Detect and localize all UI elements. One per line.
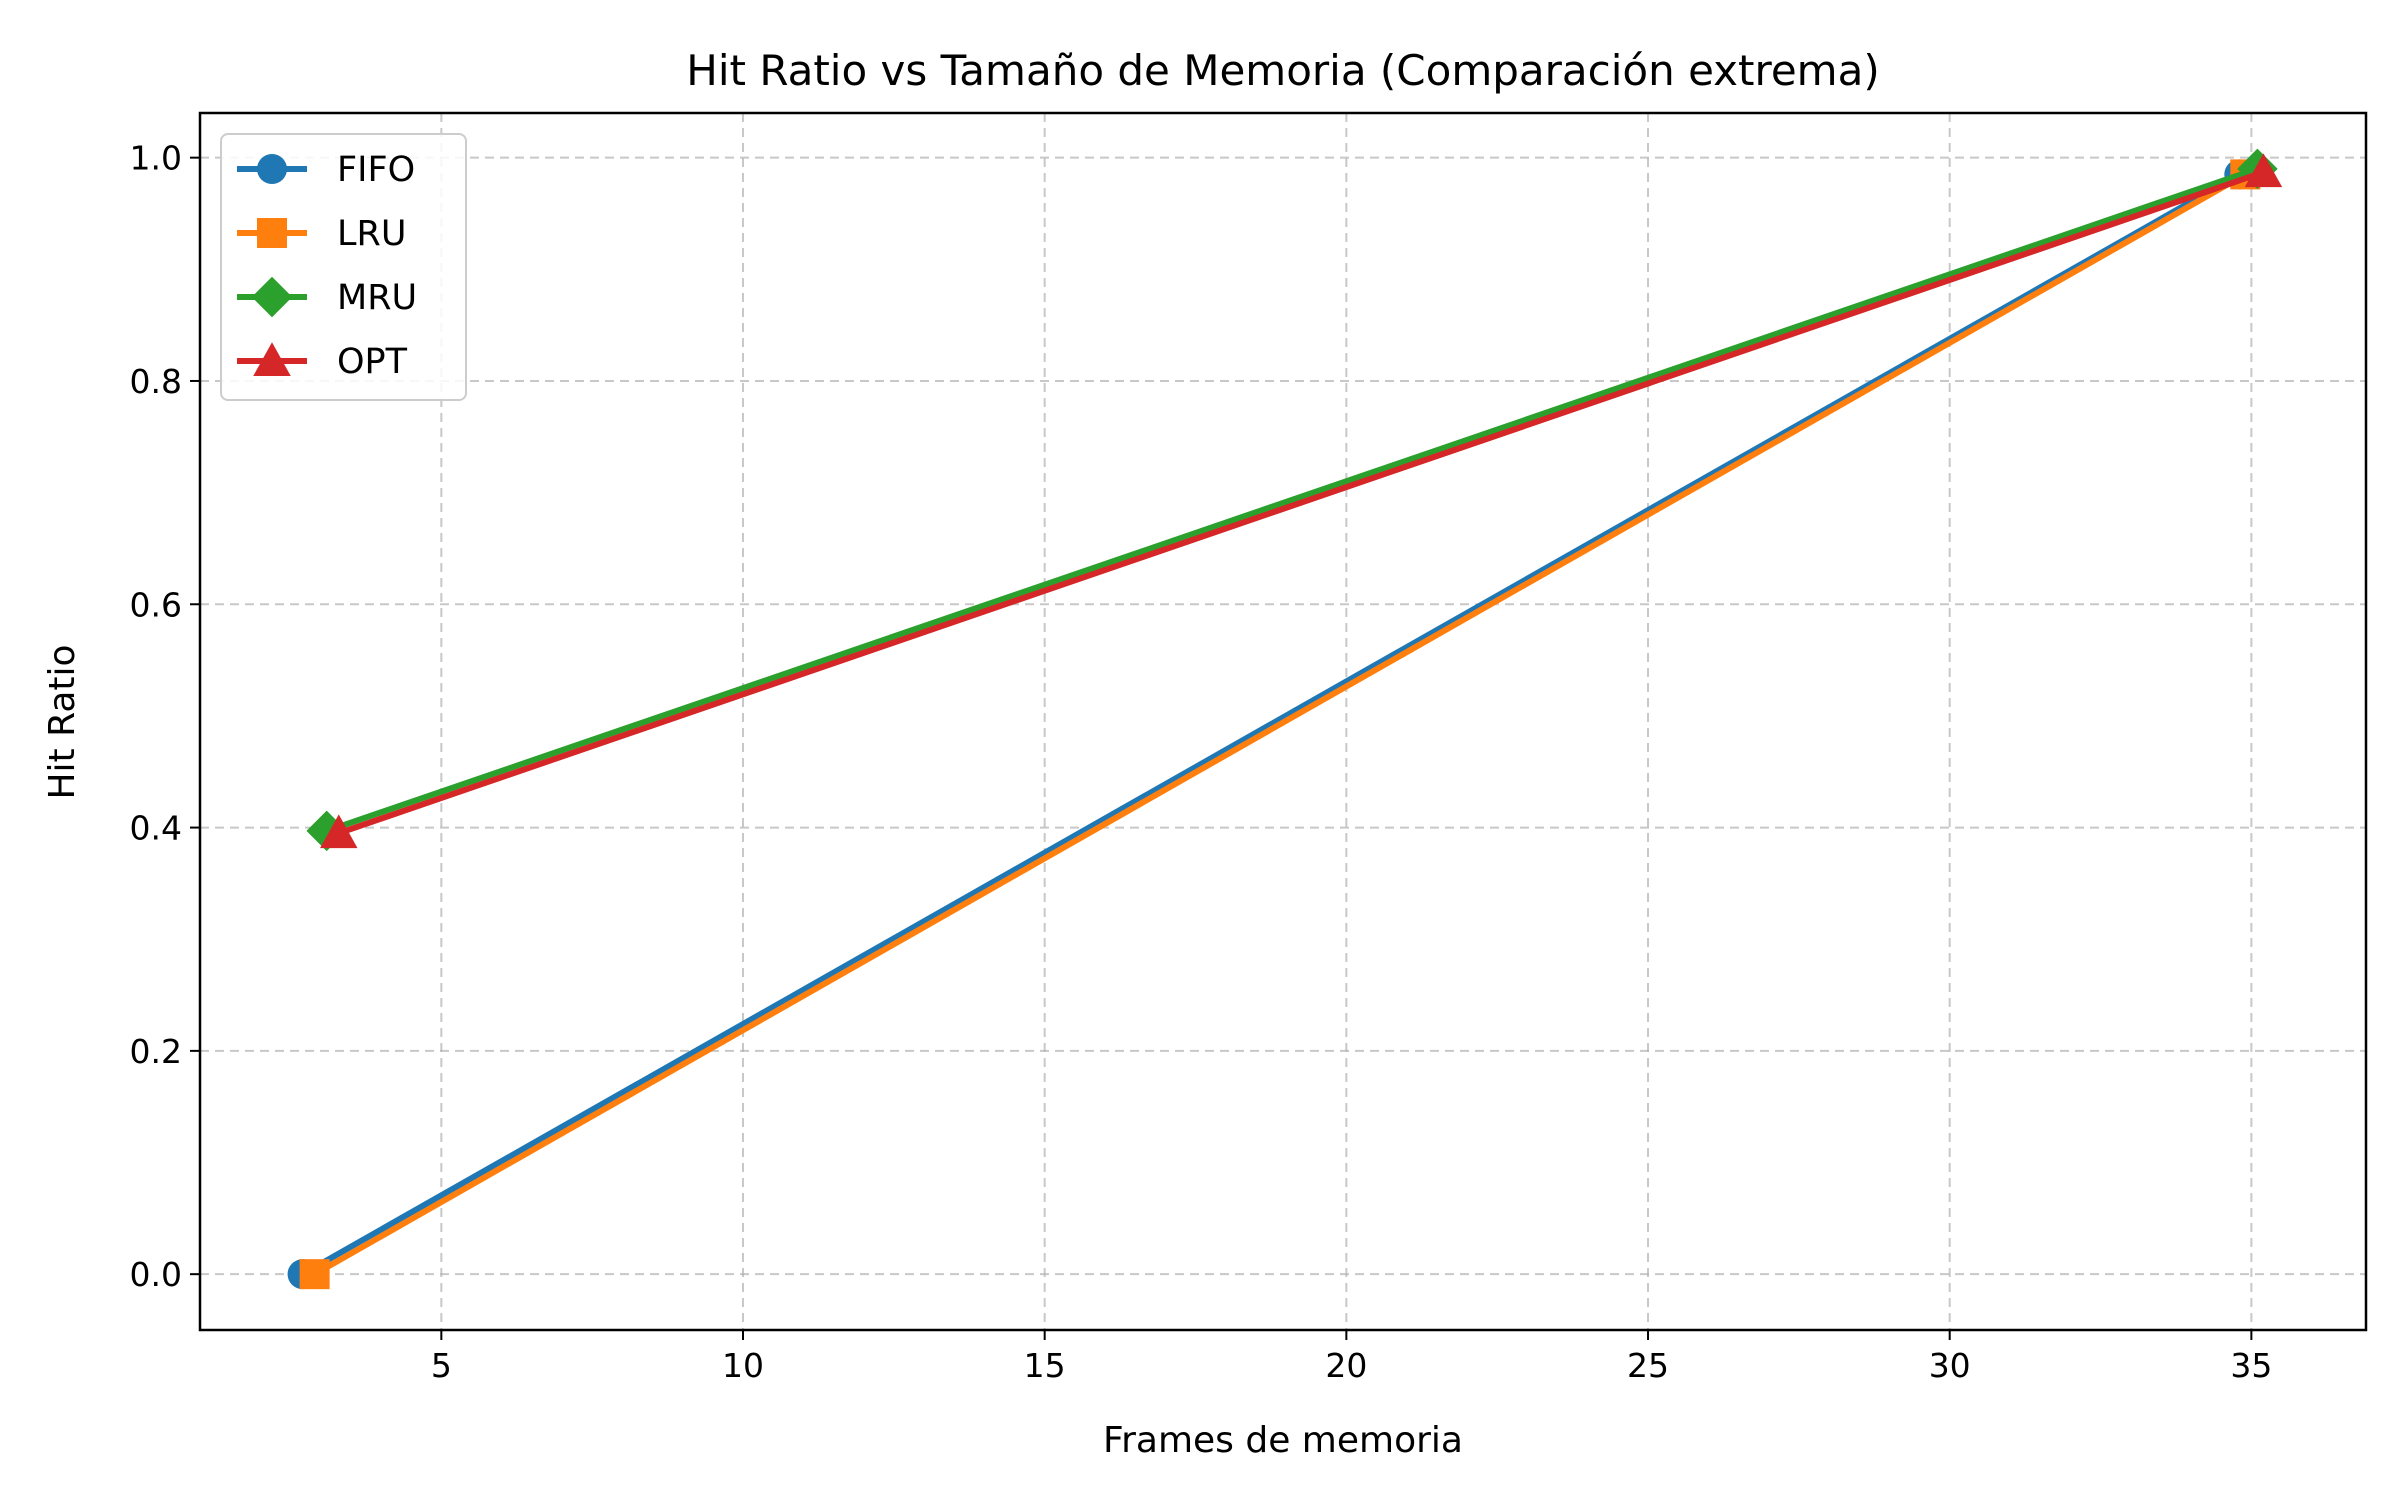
series-layer: [287, 148, 2283, 1290]
legend-label-opt: OPT: [337, 342, 408, 382]
legend-marker-lru: [257, 218, 287, 248]
y-tick-label: 0.6: [130, 585, 182, 624]
x-tick-label: 15: [1024, 1346, 1066, 1385]
x-tick-label: 30: [1929, 1346, 1971, 1385]
y-tick-label: 0.0: [130, 1255, 182, 1294]
x-tick-label: 25: [1627, 1346, 1669, 1385]
data-point-opt: [2244, 153, 2283, 188]
series-opt: [320, 153, 2283, 849]
y-tick-label: 0.8: [130, 362, 182, 401]
x-tick-label: 35: [2230, 1346, 2272, 1385]
x-tick-label: 10: [722, 1346, 764, 1385]
legend-item-mru: MRU: [237, 276, 417, 318]
y-axis-label: Hit Ratio: [42, 644, 83, 799]
legend-marker-mru: [251, 276, 293, 318]
series-line-lru: [311, 171, 2249, 1278]
series-line-mru: [323, 165, 2261, 834]
y-tick-label: 1.0: [130, 139, 182, 178]
chart-title: Hit Ratio vs Tamaño de Memoria (Comparac…: [686, 46, 1879, 95]
x-axis-label: Frames de memoria: [1103, 1420, 1463, 1461]
series-line-opt: [335, 169, 2267, 837]
legend-box: [220, 133, 467, 401]
x-tick-label: 5: [431, 1346, 452, 1385]
legend-label-mru: MRU: [337, 278, 417, 318]
legend-label-lru: LRU: [337, 214, 406, 254]
legend-marker-opt: [253, 342, 291, 376]
legend-marker-fifo: [257, 154, 287, 184]
axis-ticks: 5 10 15 20 25 30 35 0.0 0.2 0.4 0.6 0.8 1.0: [130, 139, 2273, 1385]
legend-item-opt: OPT: [237, 342, 408, 382]
y-tick-label: 0.4: [130, 809, 182, 848]
legend-label-fifo: FIFO: [337, 150, 415, 190]
legend-item-fifo: FIFO: [237, 150, 415, 190]
legend-item-lru: LRU: [237, 214, 406, 254]
grid: [200, 113, 2366, 1330]
legend: FIFO LRU MRU OPT: [220, 133, 467, 401]
plot-frame: [198, 111, 2368, 1332]
x-tick-label: 20: [1325, 1346, 1367, 1385]
data-point-opt: [320, 814, 358, 849]
series-line-fifo: [299, 171, 2243, 1278]
y-tick-label: 0.2: [130, 1032, 182, 1071]
data-point-lru: [299, 1259, 330, 1290]
